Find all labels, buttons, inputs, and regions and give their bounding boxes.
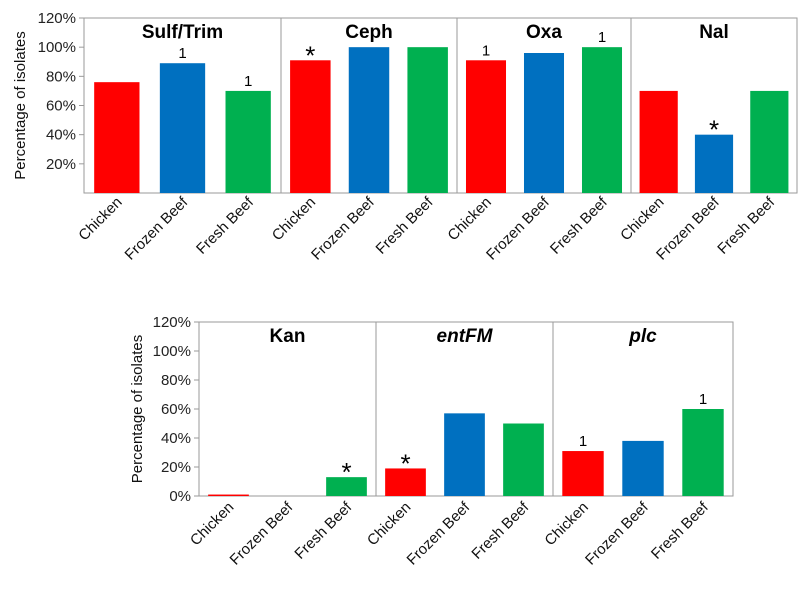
panel-title: Sulf/Trim — [142, 22, 223, 43]
y-tick-label: 40% — [46, 127, 76, 144]
x-category-label: Frozen Beef — [404, 498, 474, 568]
bar — [326, 477, 367, 496]
x-category-label: Fresh Beef — [547, 193, 611, 257]
y-axis-label: Percentage of isolates — [12, 31, 29, 179]
bar — [465, 60, 507, 193]
x-category-label: Fresh Beef — [373, 193, 437, 257]
bar — [385, 468, 426, 496]
bar — [290, 60, 331, 193]
y-tick-label: 60% — [46, 98, 76, 115]
x-category-label: Fresh Beef — [714, 193, 778, 257]
annotation-label: 1 — [244, 73, 252, 90]
x-category-label: Fresh Beef — [648, 498, 712, 562]
bar — [208, 494, 249, 496]
x-category-label: Frozen Beef — [308, 193, 378, 263]
x-category-label: Chicken — [187, 499, 237, 549]
x-category-label: Frozen Beef — [582, 498, 652, 568]
bar — [581, 47, 623, 193]
x-category-label: Frozen Beef — [483, 193, 553, 263]
x-category-label: Frozen Beef — [122, 193, 192, 263]
x-category-label: Chicken — [269, 194, 319, 244]
x-category-label: Frozen Beef — [227, 498, 297, 568]
y-tick-label: 0% — [169, 488, 191, 505]
bar — [523, 53, 565, 193]
x-category-label: Fresh Beef — [291, 498, 355, 562]
y-tick-label: 80% — [46, 68, 76, 85]
bar — [622, 440, 664, 496]
y-tick-label: 40% — [161, 430, 191, 447]
significance-star: * — [341, 457, 351, 487]
panel-title: Ceph — [345, 22, 393, 43]
bar — [94, 82, 140, 193]
y-tick-label: 120% — [153, 314, 191, 331]
bar — [562, 451, 604, 496]
significance-star: * — [709, 115, 719, 145]
panel-title: Nal — [699, 22, 729, 43]
x-category-label: Chicken — [541, 499, 591, 549]
bar — [639, 90, 678, 193]
annotation-label: 1 — [482, 42, 490, 59]
x-category-label: Chicken — [364, 499, 414, 549]
annotation-label: 1 — [598, 29, 606, 46]
y-tick-label: 120% — [38, 10, 76, 27]
y-tick-label: 80% — [161, 372, 191, 389]
y-tick-label: 20% — [46, 156, 76, 173]
bar — [682, 409, 724, 496]
y-axis-label: Percentage of isolates — [129, 335, 146, 483]
annotation-label: 1 — [178, 45, 186, 62]
bar — [348, 47, 390, 193]
x-category-label: Chicken — [444, 194, 494, 244]
annotation-label: 1 — [699, 391, 707, 408]
y-tick-label: 20% — [161, 459, 191, 476]
bar — [225, 90, 271, 193]
x-category-label: Fresh Beef — [193, 193, 257, 257]
panel-title: plc — [628, 326, 657, 347]
y-tick-label: 60% — [161, 401, 191, 418]
x-category-label: Fresh Beef — [468, 498, 532, 562]
bar — [694, 134, 734, 193]
annotation-label: 1 — [579, 433, 587, 450]
x-category-label: Chicken — [75, 194, 125, 244]
panel-title: entFM — [437, 326, 494, 347]
bar — [407, 47, 448, 193]
bar — [503, 423, 544, 496]
bar — [159, 63, 206, 194]
panel-title: Oxa — [526, 22, 562, 43]
significance-star: * — [400, 448, 410, 478]
panel-title: Kan — [270, 326, 306, 347]
significance-star: * — [305, 40, 315, 70]
x-category-label: Chicken — [617, 194, 667, 244]
y-tick-label: 100% — [153, 343, 191, 360]
y-tick-label: 100% — [38, 39, 76, 56]
bar — [444, 413, 485, 496]
bar — [750, 90, 789, 193]
